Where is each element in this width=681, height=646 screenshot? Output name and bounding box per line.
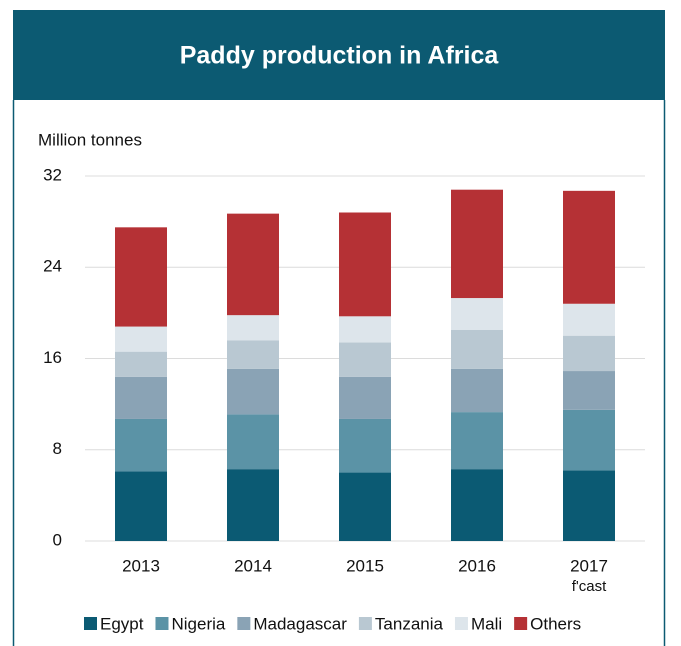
bar-segment [451, 412, 503, 470]
x-tick-label: 2014 [234, 556, 272, 575]
x-tick-label: 2017 [570, 556, 608, 575]
bar-segment [339, 472, 391, 541]
x-tick-label: 2015 [346, 556, 384, 575]
bar-segment [563, 335, 615, 372]
bar-segment [227, 469, 279, 541]
y-tick-label: 16 [43, 348, 62, 367]
bar-segment [227, 213, 279, 316]
bar-segment [227, 368, 279, 415]
bar-segment [451, 368, 503, 413]
bar-segment [563, 409, 615, 471]
bar-segment [563, 470, 615, 541]
legend-swatch [155, 617, 169, 630]
bar-segment [115, 227, 167, 327]
x-tick-label: 2013 [122, 556, 160, 575]
bar-segment [451, 329, 503, 369]
bar-segment [563, 303, 615, 336]
x-tick-label: 2016 [458, 556, 496, 575]
y-tick-label: 32 [43, 165, 62, 184]
bar-segment [115, 471, 167, 541]
legend-swatch [358, 617, 372, 630]
legend-swatch [454, 617, 468, 630]
bar-segment [451, 469, 503, 541]
bar-segment [563, 190, 615, 304]
chart-title: Paddy production in Africa [180, 42, 500, 70]
bar-segment [227, 414, 279, 470]
legend-label: Egypt [100, 614, 144, 633]
x-annotation: f'cast [572, 578, 607, 595]
legend-label: Tanzania [375, 614, 444, 633]
legend-label: Mali [471, 614, 502, 633]
bar-segment [115, 376, 167, 419]
bar-segment [339, 342, 391, 377]
header-band [13, 10, 665, 100]
bar-segment [339, 376, 391, 419]
bar-segment [339, 418, 391, 473]
y-tick-label: 8 [53, 439, 62, 458]
legend-swatch [237, 617, 251, 630]
bar-segment [451, 189, 503, 299]
bar-segment [115, 418, 167, 472]
legend-label: Others [530, 614, 581, 633]
bar-segment [115, 326, 167, 352]
y-axis-label: Million tonnes [38, 130, 142, 149]
bar-segment [339, 316, 391, 343]
bar-segment [563, 371, 615, 410]
legend-label: Nigeria [171, 614, 225, 633]
bar-segment [451, 298, 503, 330]
legend-swatch [514, 617, 528, 630]
bar-segment [115, 351, 167, 377]
y-tick-label: 24 [43, 257, 62, 276]
bar-segment [227, 340, 279, 369]
bar-segment [227, 315, 279, 341]
legend-label: Madagascar [253, 614, 347, 633]
y-tick-label: 0 [53, 530, 62, 549]
bar-segment [339, 212, 391, 317]
legend-swatch [84, 617, 97, 630]
